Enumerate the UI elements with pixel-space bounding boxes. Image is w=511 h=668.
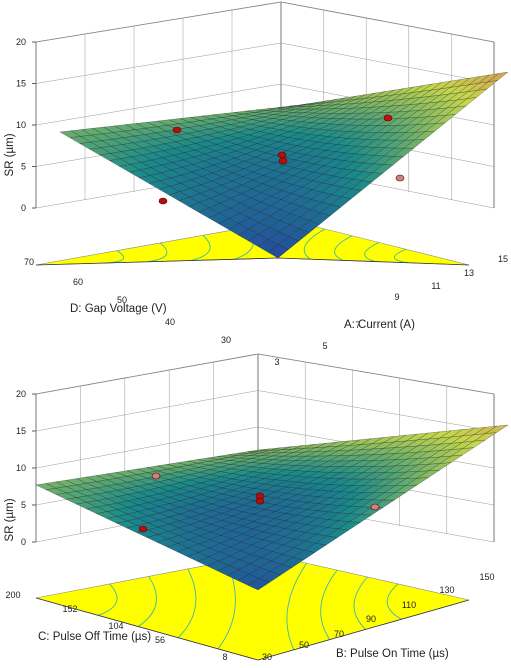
y-axis-label: C: Pulse Off Time (µs) [38, 631, 151, 643]
grid-line-z [257, 390, 495, 432]
x-tick-label: 70 [334, 629, 344, 639]
x-tick-label: 110 [402, 600, 416, 610]
grid-line-z [257, 353, 495, 395]
x-axis-label: A: Current (A) [344, 319, 415, 331]
design-point [370, 503, 380, 511]
z-tick-label: 15 [16, 426, 26, 436]
contour-line [177, 568, 197, 639]
design-point [151, 472, 161, 480]
contour-line [364, 242, 380, 263]
x-tick-label: 11 [431, 281, 440, 291]
design-point [277, 151, 287, 159]
z-axis-label: SR (µm) [4, 133, 16, 176]
surface-cell [487, 71, 509, 83]
x-tick-label: 50 [299, 640, 309, 650]
z-tick-label: 10 [16, 120, 26, 130]
x-tick-label: 9 [394, 292, 399, 302]
x-tick-label: 150 [479, 572, 494, 582]
y-tick-label: 70 [24, 257, 34, 267]
contour-line [286, 562, 307, 650]
surface-cell [485, 424, 509, 434]
design-point [138, 525, 148, 533]
contour-line [393, 248, 408, 264]
z-tick-label: 0 [21, 203, 26, 213]
grid-line-z [35, 83, 282, 126]
grid-line-z [280, 1, 495, 43]
design-point [172, 126, 182, 134]
x-axis-line [257, 599, 470, 661]
x-tick-label: 130 [439, 585, 454, 595]
contour-line [320, 569, 338, 640]
x-tick-label: 15 [498, 254, 508, 264]
z-tick-label: 10 [16, 463, 26, 473]
grid-line-z [35, 426, 259, 469]
y-axis-line [35, 257, 279, 266]
design-point [255, 497, 265, 505]
y-axis-line [35, 597, 259, 661]
grid-line-z [35, 390, 259, 432]
x-tick-label: 7 [355, 320, 360, 330]
response-surface [35, 424, 509, 591]
y-tick-label: 200 [5, 590, 20, 600]
design-point [383, 114, 393, 122]
y-tick-label: 8 [222, 652, 227, 662]
grid-line-z [280, 42, 495, 84]
x-tick-label: 90 [366, 614, 376, 624]
x-tick-label: 30 [262, 652, 272, 662]
y-tick-label: 40 [165, 317, 175, 327]
x-tick-label: 5 [322, 341, 327, 351]
grid-line-z [35, 353, 259, 395]
z-tick-label: 5 [21, 162, 26, 172]
z-tick-label: 15 [16, 79, 26, 89]
design-point [158, 197, 168, 205]
contour-line [386, 583, 402, 620]
design-point [395, 174, 405, 182]
contour-line [303, 228, 326, 260]
contour-line [190, 234, 211, 261]
z-tick-label: 5 [21, 500, 26, 510]
grid-line-z [35, 42, 282, 84]
x-tick-label: 3 [274, 357, 279, 367]
y-tick-label: 50 [117, 295, 127, 305]
back-wall-grid [35, 353, 495, 543]
response-surface [59, 71, 509, 259]
z-tick-label: 20 [16, 37, 26, 47]
surface-chart-current-gap-voltage: 0 5 10 15 20 SR (µm) 3 5 7 9 11 13 15 70 60 50 40 30 A: Cu… [4, 1, 509, 367]
y-tick-label: 104 [108, 621, 123, 631]
x-axis-line [277, 257, 470, 266]
y-tick-label: 56 [155, 635, 165, 645]
design-point [278, 157, 288, 165]
z-axis-label: SR (µm) [4, 498, 16, 541]
x-axis-label: B: Pulse On Time (µs) [336, 648, 449, 660]
y-tick-label: 30 [221, 335, 231, 345]
contour-line [353, 576, 368, 630]
contour-line [147, 242, 168, 263]
grid-line-z [35, 1, 282, 43]
surface-chart-pulse-on-off-time: 0 5 10 15 20 SR (µm) 30 50 70 90 110 130 150 200 152 10… [4, 353, 509, 662]
z-tick-label: 20 [16, 389, 26, 399]
contour-line [334, 235, 353, 261]
contour-line [98, 583, 118, 616]
contour-line [137, 576, 157, 627]
y-tick-label: 152 [62, 604, 77, 614]
y-tick-label: 60 [73, 277, 83, 287]
y-axis-label: D: Gap Voltage (V) [70, 303, 167, 315]
z-tick-label: 0 [21, 537, 26, 547]
x-tick-label: 13 [464, 268, 474, 278]
